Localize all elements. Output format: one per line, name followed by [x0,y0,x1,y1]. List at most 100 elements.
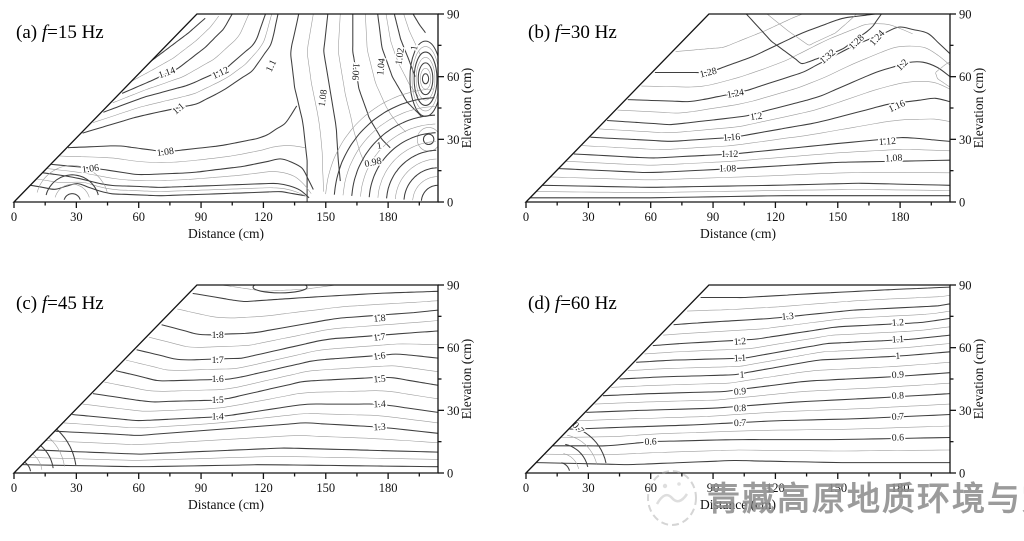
x-tick-label: 180 [379,481,398,495]
x-axis-title: Distance (cm) [188,497,264,512]
x-axis-title: Distance (cm) [188,226,264,241]
y-axis-title: Elevation (cm) [971,68,986,149]
contour-label: 1.08 [719,164,736,175]
y-tick-label: 60 [959,341,972,355]
panel-a: 1.14 1.12 1.1 1.1 1.08 1.06 1.08 1.06 1.04 1.02 1 1… [0,0,512,270]
contour-label: 1.6 [212,374,224,385]
contour-label: 1.12 [721,149,738,160]
x-tick-label: 90 [195,210,208,224]
x-tick-label: 120 [254,481,273,495]
x-tick-label: 60 [132,210,145,224]
contour-label: 0.9 [734,386,747,398]
x-tick-label: 60 [644,210,657,224]
contour-lines [536,286,950,471]
contour-label: 1 [376,140,383,152]
contour-label: 1.16 [723,132,741,144]
x-tick-label: 180 [891,481,910,495]
x-tick-label: 120 [254,210,273,224]
contour-label: 0.98 [364,156,383,170]
panel-c: 1.8 1.7 1.6 1.5 1.4 1.8 1.7 1.6 1.5 1.4 1.3 0 30 60 90… [0,271,512,541]
contour-label: 1.24 [726,87,745,101]
contour-label: 0.7 [570,420,586,437]
contour-label: 1.28 [847,32,867,52]
contour-label: 0.6 [644,436,657,447]
contour-labels: 1.14 1.12 1.11.11.081.061.081.06 1.041.02 11… [80,43,422,177]
x-tick-label: 90 [707,481,720,495]
panel-title: (a) f=15 Hz [16,22,104,43]
y-tick-label: 90 [447,279,460,293]
x-tick-label: 30 [582,481,595,495]
contour-label: 1.08 [156,146,175,159]
contour-label: 1.4 [212,412,224,423]
contour-label: 0.7 [734,418,747,429]
x-tick-label: 0 [523,481,529,495]
contour-label: 1.2 [733,336,746,348]
contour-label: 1.6 [373,350,387,363]
contour-label: 1.1 [264,58,279,74]
x-tick-label: 60 [644,481,657,495]
x-tick-label: 150 [316,481,335,495]
y-tick-label: 90 [447,8,460,22]
y-tick-label: 0 [447,467,453,481]
contour-plot-b: 1.281.241.21.161.121.081.321.28 1.241.21.… [523,8,986,242]
contour-label: 1.04 [375,58,388,76]
contour-label: 1.1 [734,353,747,365]
contour-label: 1.3 [373,422,386,434]
contour-label: 1.06 [81,162,100,175]
contour-plot-a: 1.14 1.12 1.11.11.081.061.081.06 1.041.02 11… [11,8,474,242]
y-tick-label: 30 [959,404,972,418]
x-axis-title: Distance (cm) [700,497,776,512]
panel-title: (c) f=45 Hz [16,293,104,314]
x-tick-label: 120 [766,481,785,495]
contour-label: 1.14 [157,65,177,81]
axes: 0 30 60 90 120 150 180 0 30 60 90 Distance (cm) Elev… [11,8,474,242]
contour-labels: 1.281.241.21.161.121.081.321.28 1.241.21.… [697,27,912,176]
contour-label: 1.2 [894,57,911,74]
panel-title: (d) f=60 Hz [528,293,617,314]
contour-plot-d: 1.3 1.2 1.1 1 0.9 0.8 0.7 0.6 1.2 1.1 1 0.9 0.8 0.7 0.… [523,279,986,513]
y-axis-title: Elevation (cm) [459,68,474,149]
contour-lines [530,14,950,199]
contour-label: 1.16 [887,98,907,115]
contour-label: 1.2 [750,111,764,124]
y-axis-title: Elevation (cm) [459,339,474,420]
contour-label: 1.24 [868,28,888,48]
x-axis-title: Distance (cm) [700,226,776,241]
x-tick-label: 0 [11,210,17,224]
contour-label: 1.4 [373,399,386,411]
x-tick-label: 180 [891,210,910,224]
x-tick-label: 90 [707,210,720,224]
contour-plot-c: 1.8 1.7 1.6 1.5 1.4 1.8 1.7 1.6 1.5 1.4 1.3 0 30 60 90… [11,279,474,513]
y-tick-label: 90 [959,8,972,22]
contour-label: 0.7 [891,411,904,423]
x-tick-label: 120 [766,210,785,224]
contour-label: 1.2 [891,317,904,329]
contour-labels: 1.3 1.2 1.1 1 0.9 0.8 0.7 0.6 1.2 1.1 1 0.9 0.8 0.7 0.… [568,309,906,449]
panel-title: (b) f=30 Hz [528,22,617,43]
contour-label: 0.6 [892,432,905,443]
x-tick-label: 30 [582,210,595,224]
contour-label: 1.02 [394,47,407,66]
contour-label: 1.7 [212,355,224,366]
contour-lines [30,14,438,202]
x-tick-label: 30 [70,210,83,224]
x-tick-label: 150 [828,481,847,495]
contour-label: 0.8 [891,390,904,402]
x-tick-label: 150 [828,210,847,224]
contour-label: 1.08 [885,153,903,165]
y-tick-label: 60 [447,70,460,84]
x-tick-label: 30 [70,481,83,495]
contour-label: 1 [895,351,901,362]
y-tick-label: 90 [959,279,972,293]
contour-label: 1.08 [317,89,330,108]
contour-label: 1.32 [818,47,838,67]
contour-lines [20,285,438,472]
x-tick-label: 60 [132,481,145,495]
contour-label: 1.5 [212,395,224,406]
contour-label: 1 [739,370,745,381]
axes: 0 30 60 90 120 150 180 0 30 60 90 Distance (cm) Elev… [11,279,474,513]
x-tick-label: 150 [316,210,335,224]
contour-label: 1.8 [212,330,224,341]
contour-label: 1.3 [781,311,794,323]
